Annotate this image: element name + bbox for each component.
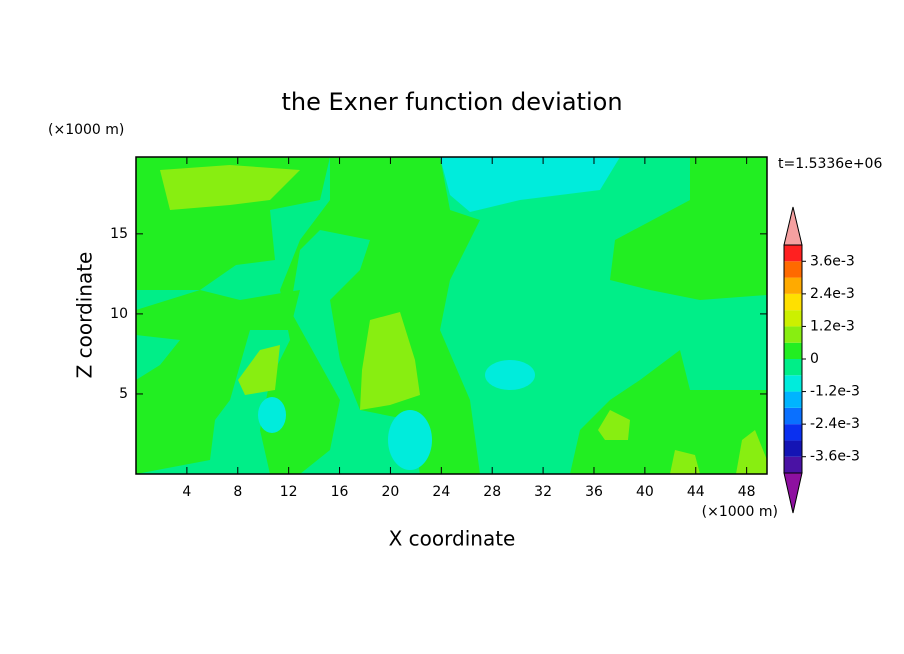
colorbar-box: [784, 391, 802, 408]
colorbar-box: [784, 456, 802, 473]
field-region: [260, 157, 480, 474]
field-region: [610, 157, 767, 300]
field-region: [258, 397, 286, 433]
x-tick-label: 36: [585, 484, 603, 500]
colorbar-label: 1.2e-3: [810, 318, 855, 334]
y-tick-label: 5: [119, 386, 128, 402]
colorbar-label: 0: [810, 351, 819, 367]
x-tick-label: 8: [233, 484, 242, 500]
field-region: [388, 410, 432, 470]
colorbar-box: [784, 424, 802, 441]
colorbar-label: -2.4e-3: [810, 416, 860, 432]
field-region: [736, 430, 767, 474]
field-region: [360, 312, 420, 410]
field-region: [570, 350, 767, 474]
colorbar-box: [784, 440, 802, 457]
contour-field: [135, 156, 768, 475]
colorbar-box: [784, 310, 802, 327]
x-tick-label: 32: [534, 484, 552, 500]
y-tick-label: 10: [110, 306, 128, 322]
x-tick-label: 16: [331, 484, 349, 500]
colorbar-box: [784, 245, 802, 262]
x-axis-label: X coordinate: [389, 527, 516, 551]
colorbar-label: 3.6e-3: [810, 253, 855, 269]
field-region: [598, 410, 630, 440]
field-region: [160, 165, 300, 210]
time-label: t=1.5336e+06: [778, 156, 882, 172]
x-tick-label: 44: [687, 484, 705, 500]
field-region: [440, 157, 620, 212]
field-region: [485, 360, 535, 390]
colorbar-box: [784, 261, 802, 278]
x-tick-label: 4: [182, 484, 191, 500]
plot-frame: [135, 156, 768, 475]
colorbar-box: [784, 342, 802, 359]
colorbar-box: [784, 293, 802, 311]
x-tick-label: 20: [382, 484, 400, 500]
x-unit: (×1000 m): [702, 504, 778, 520]
colorbar-label: -1.2e-3: [810, 384, 860, 400]
y-tick-label: 15: [110, 226, 128, 242]
colorbar-box: [784, 407, 802, 425]
colorbar-box: [784, 359, 802, 376]
field-region: [238, 345, 280, 395]
colorbar-box: [784, 326, 802, 343]
colorbar-label: -3.6e-3: [810, 449, 860, 465]
chart-title: the Exner function deviation: [281, 88, 622, 116]
field-region: [136, 290, 300, 474]
x-tick-label: 28: [483, 484, 501, 500]
x-tick-label: 12: [280, 484, 298, 500]
colorbar-box: [784, 375, 802, 392]
x-tick-label: 40: [636, 484, 654, 500]
colorbar-label: 2.4e-3: [810, 286, 855, 302]
y-unit: (×1000 m): [48, 122, 124, 138]
x-tick-label: 24: [432, 484, 450, 500]
field-region: [670, 450, 700, 474]
y-axis-label: Z coordinate: [73, 252, 97, 379]
x-tick-label: 48: [738, 484, 756, 500]
colorbar-box: [784, 277, 802, 294]
